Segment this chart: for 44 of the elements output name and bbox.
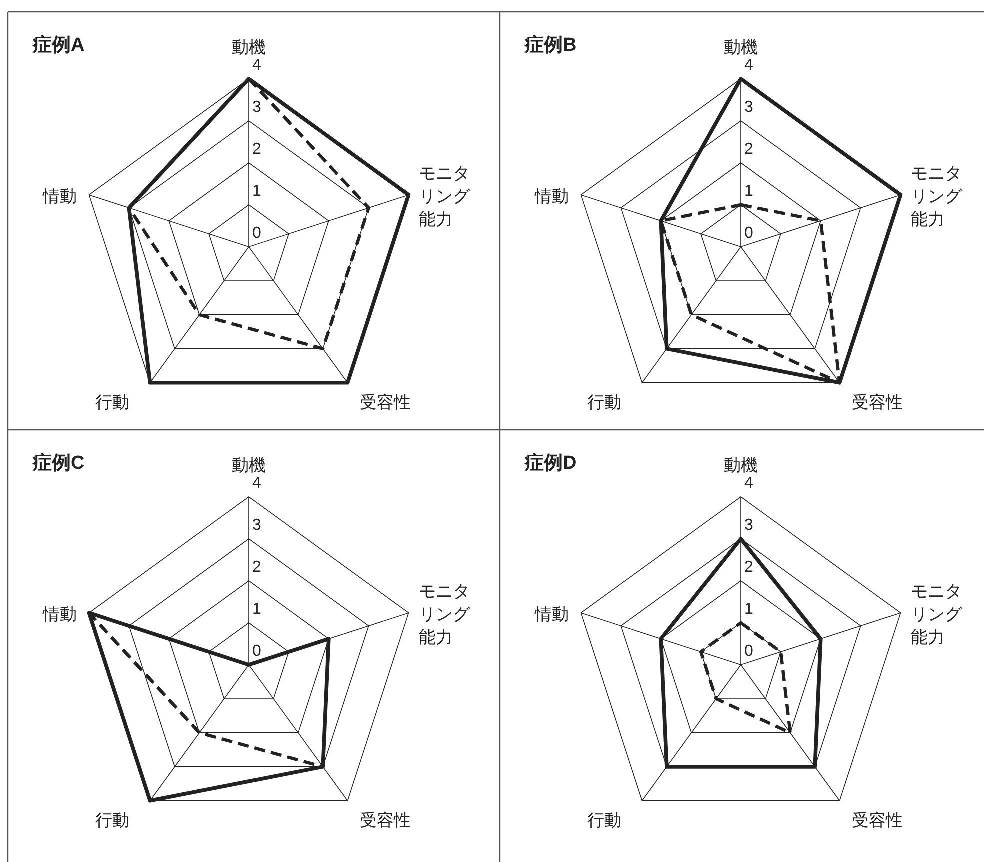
spoke-label: 受容性 bbox=[360, 810, 412, 830]
y-tick-label: 3 bbox=[744, 99, 754, 116]
spoke-label: 情動 bbox=[42, 605, 78, 624]
y-tick-label: 0 bbox=[744, 643, 754, 660]
spoke-label: 行動 bbox=[587, 810, 622, 830]
y-tick-label: 1 bbox=[744, 183, 754, 200]
chart-title: 症例B bbox=[524, 34, 577, 56]
spoke-label: 受容性 bbox=[852, 392, 904, 412]
spoke-label: モニタリング能力 bbox=[418, 164, 471, 230]
y-tick-label: 3 bbox=[744, 517, 754, 534]
spoke-label: 情動 bbox=[534, 187, 570, 206]
y-tick-label: 2 bbox=[744, 141, 754, 158]
y-tick-label: 4 bbox=[744, 57, 754, 74]
spoke-label: モニタリング能力 bbox=[910, 582, 963, 648]
spoke-label: 行動 bbox=[95, 392, 130, 412]
spoke-label: 情動 bbox=[534, 605, 570, 624]
y-tick-label: 1 bbox=[252, 601, 262, 618]
y-tick-label: 4 bbox=[252, 475, 262, 492]
spoke-label: 動機 bbox=[232, 456, 266, 475]
chart-title: 症例C bbox=[32, 452, 85, 474]
y-tick-label: 0 bbox=[252, 225, 262, 242]
spoke-label: 情動 bbox=[42, 187, 78, 206]
spoke-label: 行動 bbox=[587, 392, 622, 412]
spoke-label: 動機 bbox=[724, 456, 758, 475]
spoke-label: 動機 bbox=[724, 38, 758, 57]
y-tick-label: 0 bbox=[744, 225, 754, 242]
y-tick-label: 4 bbox=[252, 57, 262, 74]
y-tick-label: 3 bbox=[252, 517, 262, 534]
y-tick-label: 1 bbox=[252, 183, 262, 200]
y-tick-label: 4 bbox=[744, 475, 754, 492]
y-tick-label: 2 bbox=[252, 559, 262, 576]
spoke-label: 受容性 bbox=[360, 392, 412, 412]
y-tick-label: 2 bbox=[744, 559, 754, 576]
y-tick-label: 2 bbox=[252, 141, 262, 158]
spoke-label: モニタリング能力 bbox=[910, 164, 963, 230]
y-tick-label: 3 bbox=[252, 99, 262, 116]
spoke-label: 行動 bbox=[95, 810, 130, 830]
chart-title: 症例D bbox=[524, 452, 577, 474]
spoke-label: 受容性 bbox=[852, 810, 904, 830]
spoke-label: モニタリング能力 bbox=[418, 582, 471, 648]
y-tick-label: 0 bbox=[252, 643, 262, 660]
spoke-label: 動機 bbox=[232, 38, 266, 57]
chart-title: 症例A bbox=[32, 34, 85, 56]
y-tick-label: 1 bbox=[744, 601, 754, 618]
